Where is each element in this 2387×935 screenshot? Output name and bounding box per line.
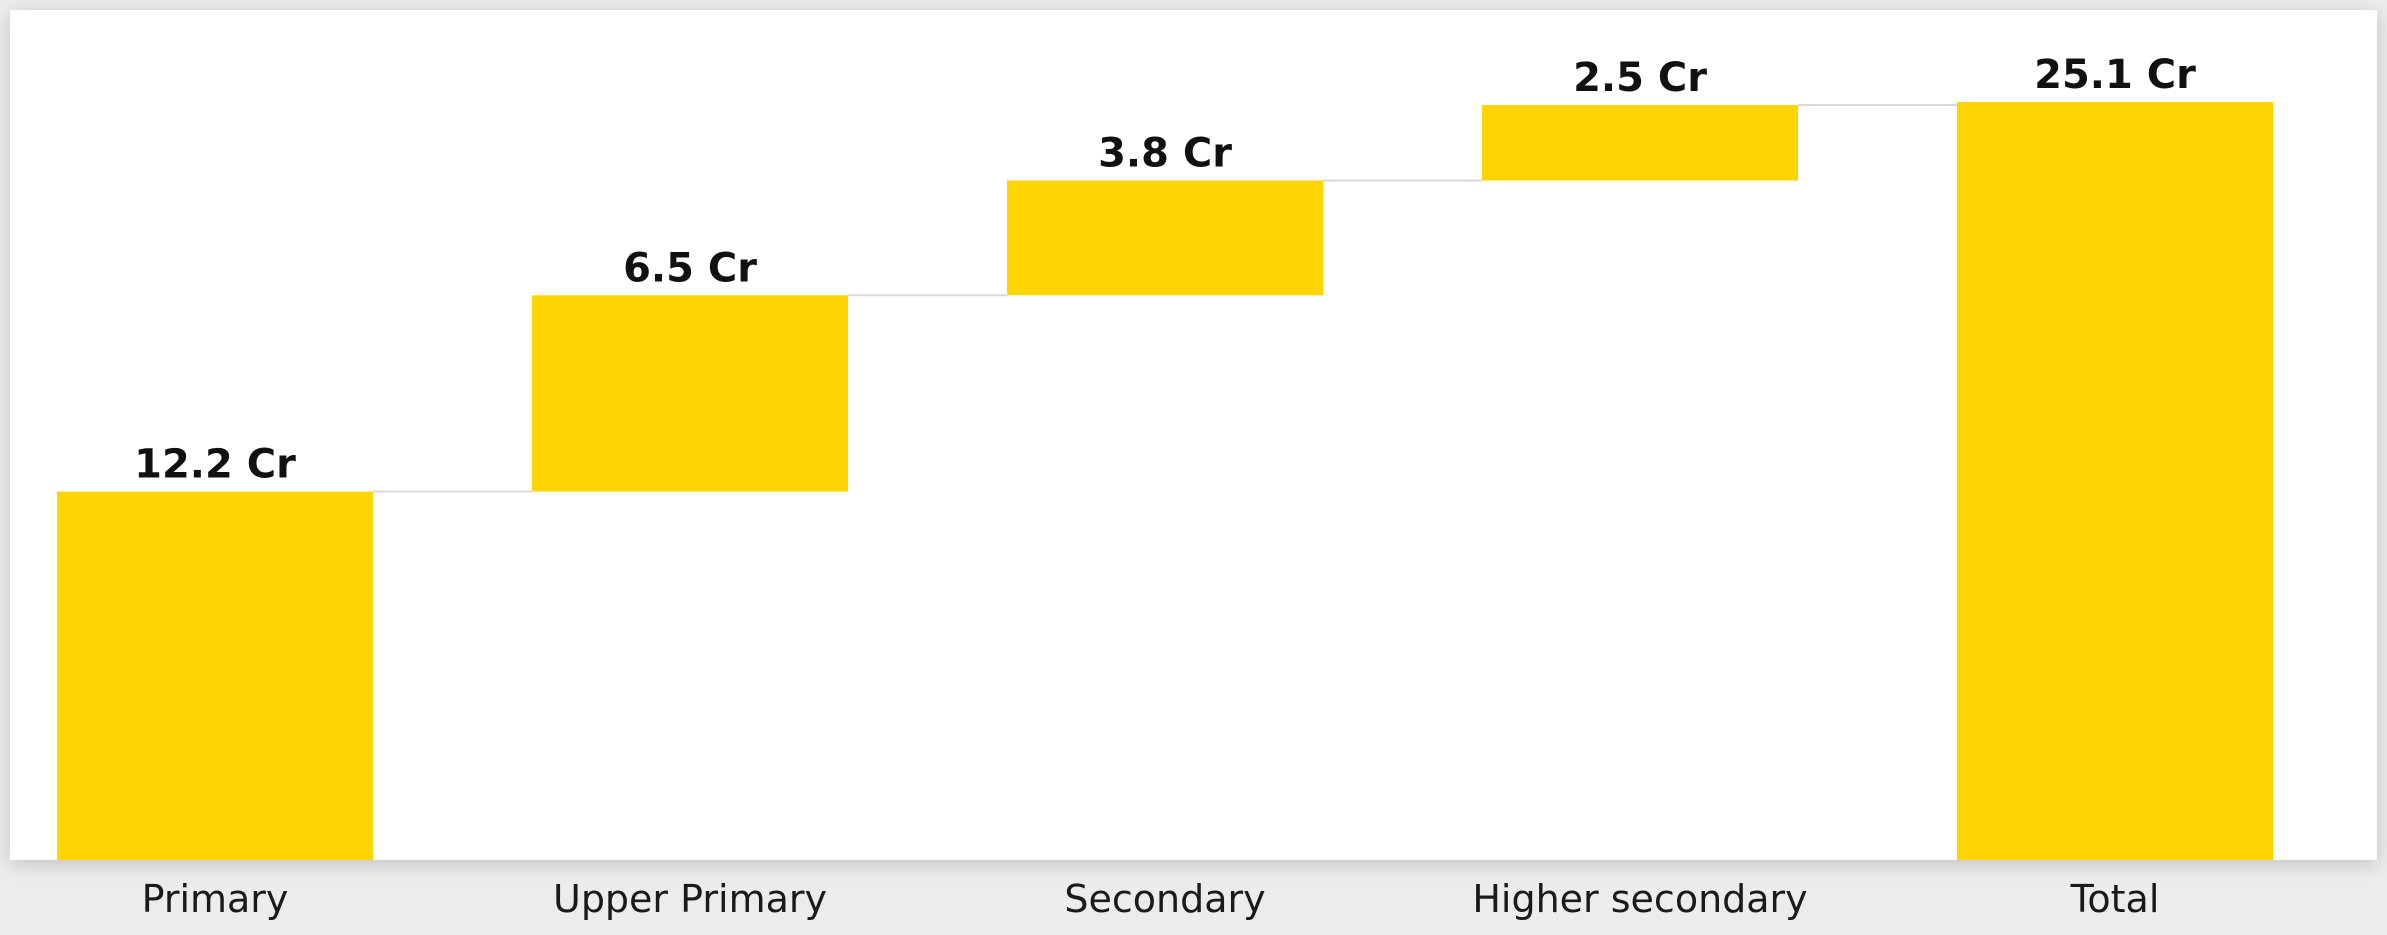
value-label: 25.1 Cr — [2034, 52, 2196, 98]
value-labels-group: 12.2 Cr 6.5 Cr 3.8 Cr 2.5 Cr 25.1 Cr — [134, 52, 2196, 488]
category-label: Primary — [142, 877, 289, 921]
bars-group — [57, 102, 2273, 860]
value-label: 12.2 Cr — [134, 442, 296, 488]
bar-upper-primary — [532, 295, 848, 492]
bar-total — [1957, 102, 2273, 860]
chart-card: 12.2 Cr 6.5 Cr 3.8 Cr 2.5 Cr 25.1 Cr Primary… — [10, 10, 2377, 921]
value-label: 2.5 Cr — [1573, 55, 1707, 101]
value-label: 3.8 Cr — [1098, 131, 1232, 177]
category-label: Total — [2070, 877, 2160, 921]
bar-secondary — [1007, 180, 1323, 296]
bar-higher-secondary — [1482, 105, 1798, 181]
waterfall-chart: 12.2 Cr 6.5 Cr 3.8 Cr 2.5 Cr 25.1 Cr Primary… — [57, 52, 2273, 921]
value-label: 6.5 Cr — [623, 245, 757, 291]
bar-primary — [57, 491, 373, 860]
category-labels-group: Primary Upper Primary Secondary Higher seco… — [142, 877, 2160, 921]
connector-lines — [373, 104, 1957, 493]
category-label: Higher secondary — [1472, 877, 1807, 921]
category-label: Secondary — [1064, 877, 1265, 921]
category-label: Upper Primary — [553, 877, 827, 921]
